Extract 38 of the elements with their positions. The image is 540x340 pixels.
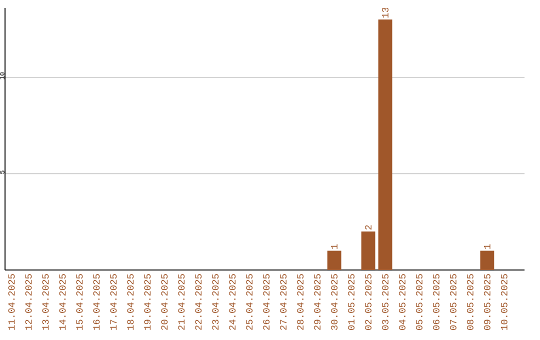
x-tick-label: 22.04.2025 (195, 274, 202, 330)
bar (327, 250, 342, 270)
bar (378, 20, 392, 270)
x-tick-label: 08.05.2025 (466, 274, 474, 330)
x-tick-label: 30.04.2025 (331, 274, 338, 330)
data-label: 2 (365, 225, 372, 230)
data-label: 1 (331, 244, 338, 249)
x-tick-label: 03.05.2025 (382, 274, 388, 330)
bar (480, 250, 494, 270)
x-tick-label: 16.04.2025 (93, 274, 100, 330)
x-tick-label: 27.04.2025 (280, 274, 287, 330)
x-tick-label: 14.04.2025 (59, 274, 66, 330)
x-tick-label: 01.05.2025 (348, 274, 354, 330)
x-tick-label: 12.04.2025 (25, 274, 32, 330)
x-tick-label: 09.05.2025 (484, 274, 490, 330)
x-tick-label: 15.04.2025 (76, 274, 83, 330)
x-tick-label: 06.05.2025 (432, 274, 440, 330)
bar (361, 231, 376, 270)
x-tick-label: 29.04.2025 (314, 274, 321, 330)
x-tick-label: 19.04.2025 (144, 274, 151, 330)
x-tick-label: 13.04.2025 (42, 274, 49, 330)
x-tick-label: 28.04.2025 (297, 274, 304, 330)
x-tick-label: 20.04.2025 (161, 274, 168, 330)
x-tick-label: 07.05.2025 (450, 274, 456, 330)
x-tick-label: 24.04.2025 (229, 274, 236, 330)
x-tick-label: 10.05.2025 (500, 274, 508, 330)
data-label: 13 (382, 8, 388, 18)
x-tick-label: 23.04.2025 (212, 274, 219, 330)
x-tick-label: 02.05.2025 (365, 274, 372, 330)
x-tick-label: 21.04.2025 (178, 274, 185, 330)
x-tick-label: 18.04.2025 (127, 274, 134, 330)
x-tick-label: 05.05.2025 (416, 274, 422, 330)
x-tick-label: 17.04.2025 (110, 274, 117, 330)
x-tick-label: 11.04.2025 (8, 274, 15, 330)
x-tick-label: 25.04.2025 (246, 274, 253, 330)
x-tick-label: 04.05.2025 (399, 274, 406, 330)
data-label: 1 (484, 244, 490, 249)
x-tick-label: 26.04.2025 (263, 274, 270, 330)
